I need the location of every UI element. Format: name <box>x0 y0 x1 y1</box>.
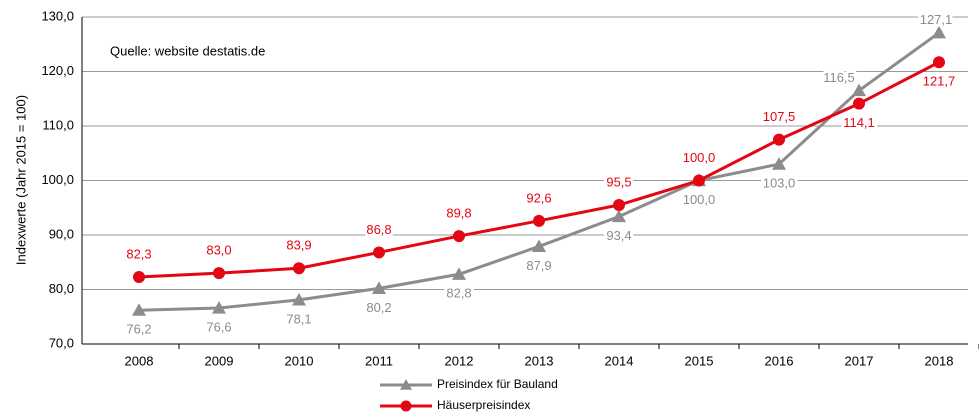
data-label: 100,0 <box>683 150 716 165</box>
marker <box>852 83 866 97</box>
source-note: Quelle: website destatis.de <box>110 43 265 58</box>
marker <box>933 56 945 69</box>
data-label: 83,9 <box>286 238 311 253</box>
marker <box>853 97 865 110</box>
y-tick-label: 130,0 <box>41 8 74 23</box>
y-tick-label: 110,0 <box>42 117 74 132</box>
marker <box>932 25 946 39</box>
data-label: 93,4 <box>606 228 631 243</box>
y-tick-label: 100,0 <box>41 172 74 187</box>
marker <box>772 157 786 170</box>
marker <box>453 230 465 243</box>
data-label: 100,0 <box>683 192 716 207</box>
marker <box>532 239 546 253</box>
data-label: 76,2 <box>126 322 151 337</box>
data-label: 114,1 <box>843 115 875 130</box>
marker <box>693 174 705 187</box>
x-tick-label: 2013 <box>525 353 554 368</box>
legend-marker <box>400 400 412 412</box>
data-label: 95,5 <box>606 174 631 189</box>
marker <box>612 209 626 223</box>
data-label: 78,1 <box>286 311 311 326</box>
data-label: 80,2 <box>366 300 391 315</box>
marker <box>373 246 385 259</box>
marker <box>372 281 386 295</box>
marker <box>452 267 466 280</box>
y-tick-label: 120,0 <box>41 63 74 78</box>
data-label: 127,1 <box>920 12 953 27</box>
x-tick-label: 2017 <box>845 353 874 368</box>
data-label: 92,6 <box>526 190 551 205</box>
x-tick-label: 2010 <box>285 353 314 368</box>
legend-label: Preisindex für Bauland <box>437 377 558 391</box>
marker <box>613 199 625 212</box>
marker <box>132 303 146 316</box>
data-label: 83,0 <box>206 243 231 258</box>
data-label: 86,8 <box>366 222 391 237</box>
marker <box>213 267 225 280</box>
x-tick-label: 2018 <box>925 353 954 368</box>
data-label: 116,5 <box>823 70 855 85</box>
data-label: 89,8 <box>446 206 471 221</box>
marker <box>292 292 306 306</box>
y-tick-label: 90,0 <box>49 226 74 241</box>
x-tick-label: 2008 <box>125 353 154 368</box>
x-tick-label: 2012 <box>445 353 474 368</box>
x-tick-label: 2009 <box>205 353 234 368</box>
x-tick-label: 2011 <box>365 353 393 368</box>
legend-label: Häuserpreisindex <box>437 398 530 412</box>
marker <box>133 270 145 283</box>
marker <box>533 214 545 227</box>
legend-marker <box>400 379 412 390</box>
data-label: 82,8 <box>446 286 471 301</box>
data-label: 82,3 <box>126 246 151 261</box>
x-tick-label: 2014 <box>605 353 634 368</box>
data-label: 107,5 <box>763 109 796 124</box>
marker <box>212 301 226 314</box>
x-tick-label: 2016 <box>765 353 794 368</box>
y-tick-label: 80,0 <box>49 281 74 296</box>
data-label: 121,7 <box>923 74 956 89</box>
marker <box>773 133 785 146</box>
data-label: 76,6 <box>206 319 231 334</box>
data-label: 87,9 <box>526 258 551 273</box>
data-label: 103,0 <box>763 176 796 191</box>
y-tick-label: 70,0 <box>49 335 74 350</box>
x-tick-label: 2015 <box>685 353 714 368</box>
y-axis-label: Indexwerte (Jahr 2015 = 100) <box>13 95 28 265</box>
marker <box>293 262 305 275</box>
